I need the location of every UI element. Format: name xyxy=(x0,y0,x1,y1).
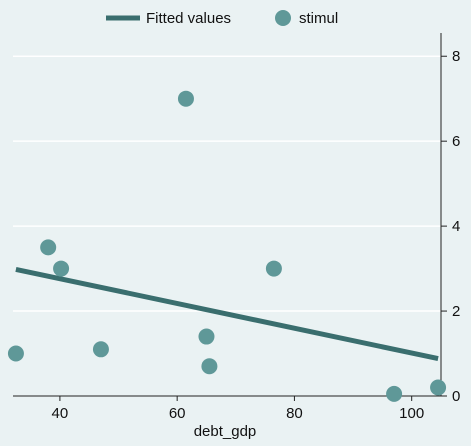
scatter-point xyxy=(7,345,24,362)
x-tick-label: 80 xyxy=(286,405,303,422)
x-tick-label: 40 xyxy=(52,405,69,422)
scatter-point xyxy=(386,385,403,402)
x-tick-label: 100 xyxy=(399,405,424,422)
scatter-point xyxy=(177,90,194,107)
legend-marker-swatch xyxy=(275,10,291,26)
legend-label-fitted: Fitted values xyxy=(146,10,231,27)
scatter-point xyxy=(430,379,447,396)
scatter-point xyxy=(198,328,215,345)
fitted-line xyxy=(15,266,439,362)
plot-area xyxy=(7,90,447,402)
scatter-point xyxy=(53,260,70,277)
y-tick-label: 8 xyxy=(452,48,460,65)
legend: Fitted values stimul xyxy=(106,10,338,27)
x-axis-title: debt_gdp xyxy=(194,423,257,440)
y-tick-label: 4 xyxy=(452,218,460,235)
legend-label-stimul: stimul xyxy=(299,10,338,27)
scatter-point xyxy=(201,358,218,375)
y-axis: 0 2 4 6 8 xyxy=(440,33,460,405)
y-tick-label: 0 xyxy=(452,388,460,405)
y-tick-label: 6 xyxy=(452,133,460,150)
scatter-point xyxy=(92,341,109,358)
x-axis: 40 60 80 100 xyxy=(13,395,441,422)
grid-lines xyxy=(13,55,441,312)
x-tick-label: 60 xyxy=(169,405,186,422)
scatter-point xyxy=(40,239,57,256)
scatter-point xyxy=(265,260,282,277)
y-tick-label: 2 xyxy=(452,303,460,320)
